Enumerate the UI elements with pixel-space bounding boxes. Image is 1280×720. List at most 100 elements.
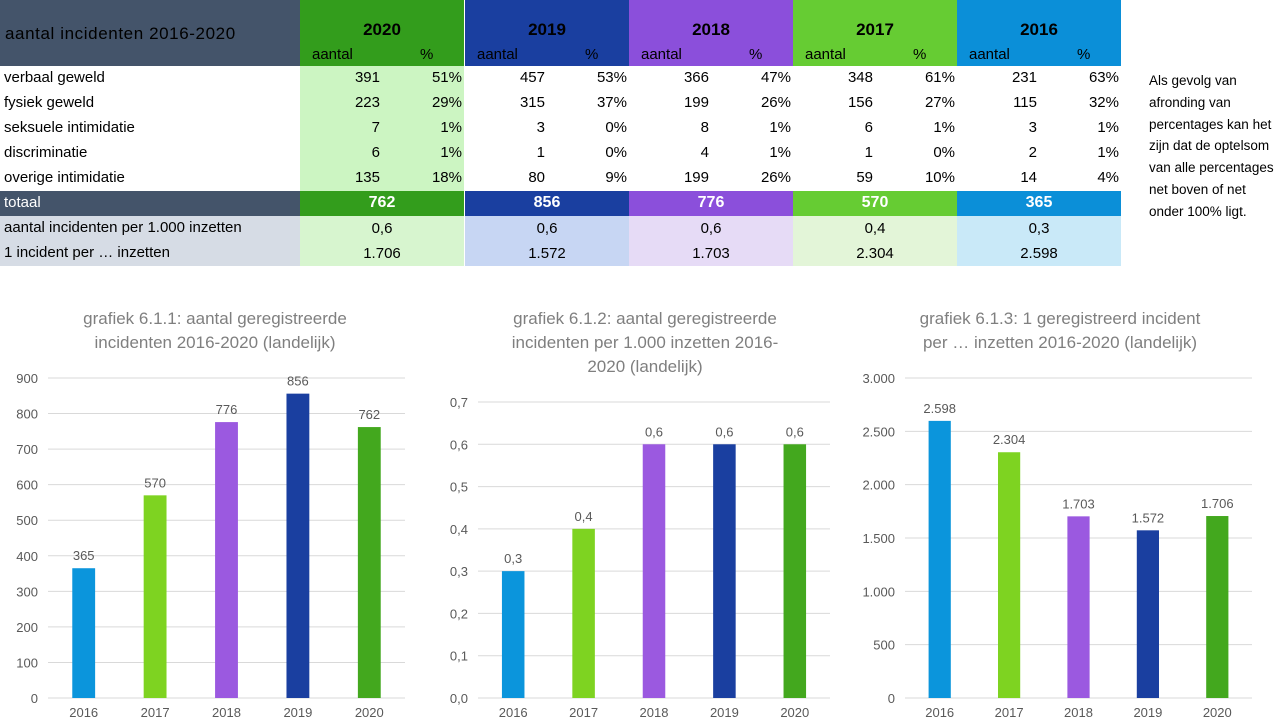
cell-percent: 1% (440, 119, 462, 136)
cell-percent: 63% (1088, 69, 1119, 86)
per1000-value: 0,6 (536, 220, 558, 237)
cell-aantal: 135 (354, 169, 380, 186)
x-tick-label: 2017 (995, 705, 1024, 720)
y-tick-label: 500 (873, 638, 895, 653)
y-tick-label: 0 (31, 691, 38, 706)
cell-aantal: 6 (864, 119, 873, 136)
per1000-bg-2019 (465, 216, 629, 241)
perX-value: 2.598 (1020, 245, 1058, 262)
total-bg-2016 (957, 191, 1121, 216)
perX-bg-2018 (629, 241, 793, 266)
total-label-bg (0, 191, 300, 216)
data-label: 1.703 (1062, 496, 1095, 511)
cell-percent: 26% (760, 94, 791, 111)
cell-aantal: 8 (700, 119, 709, 136)
cell-percent: 18% (431, 169, 462, 186)
header-year-label: 2018 (692, 20, 730, 39)
per1000-value: 0,6 (371, 220, 393, 237)
y-tick-label: 600 (16, 478, 38, 493)
data-label: 1.572 (1132, 510, 1165, 525)
bar-2019 (713, 444, 736, 698)
cell-percent: 10% (924, 169, 955, 186)
x-tick-label: 2018 (1064, 705, 1093, 720)
per1000-bg-2018 (629, 216, 793, 241)
cell-percent: 1% (1097, 119, 1119, 136)
y-tick-label: 1.500 (862, 531, 895, 546)
chart-title-line: 2020 (landelijk) (587, 357, 703, 376)
header-year-label: 2017 (856, 20, 894, 39)
row-label: overige intimidatie (4, 169, 125, 186)
bar-2018 (215, 422, 238, 698)
data-label: 1.706 (1201, 496, 1234, 511)
chart-title: grafiek 6.1.2: aantal geregistreerde inci… (470, 307, 820, 379)
cell-aantal: 199 (683, 169, 709, 186)
row-label: seksuele intimidatie (4, 119, 135, 136)
total-label: totaal (4, 194, 41, 211)
bar-2016 (72, 568, 96, 698)
cell-percent: 47% (760, 69, 791, 86)
total-value: 570 (861, 194, 889, 211)
cell-percent: 51% (431, 69, 462, 86)
rounding-note: Als gevolg van afronding van percentages… (1149, 73, 1274, 219)
perX-bg-2019 (465, 241, 629, 266)
perX-bg-2016 (957, 241, 1121, 266)
cell-aantal: 59 (856, 169, 873, 186)
cell-aantal: 115 (1013, 94, 1037, 111)
column-background-2017 (793, 66, 957, 191)
per1000-bg-2020 (300, 216, 464, 241)
y-tick-label: 100 (16, 655, 38, 670)
header-percent-label: % (749, 46, 763, 63)
cell-aantal: 7 (371, 119, 380, 136)
header-aantal-label: aantal (969, 46, 1010, 63)
cell-aantal: 4 (700, 144, 709, 161)
y-tick-label: 0,6 (450, 437, 468, 452)
chart-title-line: incidenten 2016-2020 (landelijk) (94, 333, 336, 352)
header-year-2020: 2020 aantal% (300, 0, 464, 66)
cell-percent: 26% (760, 169, 791, 186)
data-label: 0,6 (786, 424, 804, 439)
header-aantal-label: aantal (641, 46, 682, 63)
data-label: 570 (144, 475, 166, 490)
x-tick-label: 2016 (925, 705, 954, 720)
y-tick-label: 2.000 (862, 478, 895, 493)
header-aantal-label: aantal (477, 46, 518, 63)
total-bg-2020 (300, 191, 464, 216)
y-tick-label: 300 (16, 584, 38, 599)
x-tick-label: 2017 (569, 705, 598, 720)
x-tick-label: 2016 (499, 705, 528, 720)
cell-aantal: 457 (519, 69, 545, 86)
column-background-2019 (465, 66, 629, 191)
header-percent-label: % (913, 46, 927, 63)
cell-aantal: 199 (683, 94, 709, 111)
cell-percent: 1% (1097, 144, 1119, 161)
y-tick-label: 0,4 (450, 522, 468, 537)
header-percent-label: % (1077, 46, 1091, 63)
column-background-2018 (629, 66, 793, 191)
cell-aantal: 1 (536, 144, 545, 161)
perX-bg-2020 (300, 241, 464, 266)
header-year-label: 2020 (363, 20, 401, 39)
column-background-2016 (957, 66, 1121, 191)
total-row: totaal 762 856 776 570 365 (0, 191, 1122, 216)
per1000-row: aantal incidenten per 1.000 inzetten 0,6 0… (0, 216, 1122, 241)
chart-title-line: incidenten per 1.000 inzetten 2016- (511, 333, 779, 352)
data-label: 762 (358, 407, 380, 422)
header-percent-label: % (420, 46, 434, 63)
data-label: 365 (73, 548, 95, 563)
data-label: 0,4 (575, 509, 593, 524)
perX-row: 1 incident per … inzetten 1.706 1.572 1.703… (0, 241, 1122, 266)
header-year-label: 2019 (528, 20, 566, 39)
y-tick-label: 0,1 (450, 649, 468, 664)
x-tick-label: 2016 (69, 705, 98, 720)
chart-title-line: grafiek 6.1.1: aantal geregistreerde (83, 309, 347, 328)
header-year-2018: 2018 aantal% (629, 0, 793, 66)
chart-title: grafiek 6.1.3: 1 geregistreerd incident p… (880, 307, 1240, 355)
perX-label-bg (0, 241, 300, 266)
y-tick-label: 0,7 (450, 395, 468, 410)
per1000-value: 0,4 (864, 220, 886, 237)
header-year-2019: 2019 aantal% (465, 0, 629, 66)
x-tick-label: 2019 (710, 705, 739, 720)
bar-2017 (572, 528, 595, 698)
cell-percent: 37% (596, 94, 627, 111)
total-value: 762 (368, 194, 396, 211)
